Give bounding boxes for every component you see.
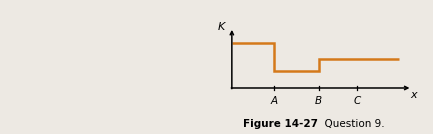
Text: Question 9.: Question 9.: [318, 119, 385, 129]
Text: Figure 14-27: Figure 14-27: [243, 119, 318, 129]
Text: K: K: [218, 22, 226, 32]
Text: x: x: [410, 90, 417, 100]
Text: B: B: [315, 96, 322, 106]
Text: A: A: [270, 96, 277, 106]
Text: C: C: [354, 96, 361, 106]
